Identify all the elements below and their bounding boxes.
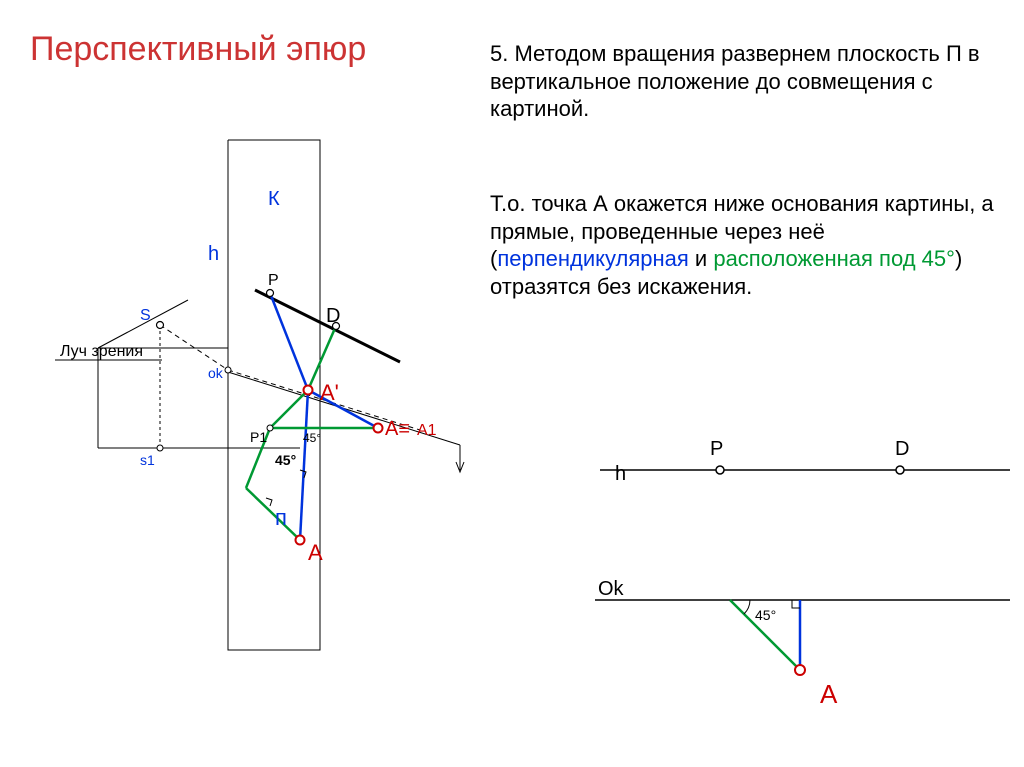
left-diagram: К h S Луч зрения оk s1 P D P1 45° 45° A'… [55, 140, 464, 650]
label-aprime: A' [320, 380, 339, 405]
point-a [296, 536, 305, 545]
r-point-a [795, 665, 805, 675]
label-ray: Луч зрения [60, 343, 143, 360]
point-s1 [157, 445, 163, 451]
diagram-svg: К h S Луч зрения оk s1 P D P1 45° 45° A'… [0, 0, 1024, 767]
r-label-ok: Ok [598, 578, 625, 600]
label-45b: 45° [275, 452, 296, 468]
point-s [157, 322, 164, 329]
label-s1: s1 [140, 452, 155, 468]
label-a1: A1 [417, 422, 437, 439]
r-point-p [716, 466, 724, 474]
right-diagram: P D h Ok 45° A [595, 438, 1010, 709]
label-p1: P1 [250, 429, 267, 445]
perp-mark-2 [266, 498, 272, 506]
r-angle-arc [744, 600, 750, 614]
blue-aprime-a [300, 390, 308, 540]
r-label-45: 45° [755, 607, 776, 623]
green-to-a [246, 488, 300, 540]
label-h: h [208, 243, 219, 265]
label-k: К [268, 188, 280, 210]
label-ok: оk [208, 365, 224, 381]
green-aprime-p1 [270, 390, 308, 428]
label-45a: 45° [303, 431, 321, 445]
point-ok [225, 367, 231, 373]
r-label-a: A [820, 679, 838, 709]
r-label-d: D [895, 438, 909, 460]
label-p: P [268, 272, 279, 289]
label-s: S [140, 307, 151, 324]
blue-aprime-a1 [308, 390, 378, 428]
r-label-p: P [710, 438, 723, 460]
label-a: A [308, 540, 323, 565]
label-d: D [326, 305, 340, 327]
point-a1 [374, 424, 383, 433]
point-p [267, 290, 274, 297]
point-p1 [267, 425, 273, 431]
label-plane-p: п [275, 505, 287, 530]
point-aprime [304, 386, 313, 395]
r-point-d [896, 466, 904, 474]
label-aeq: A≡ [385, 418, 410, 440]
r-label-h: h [615, 463, 626, 485]
